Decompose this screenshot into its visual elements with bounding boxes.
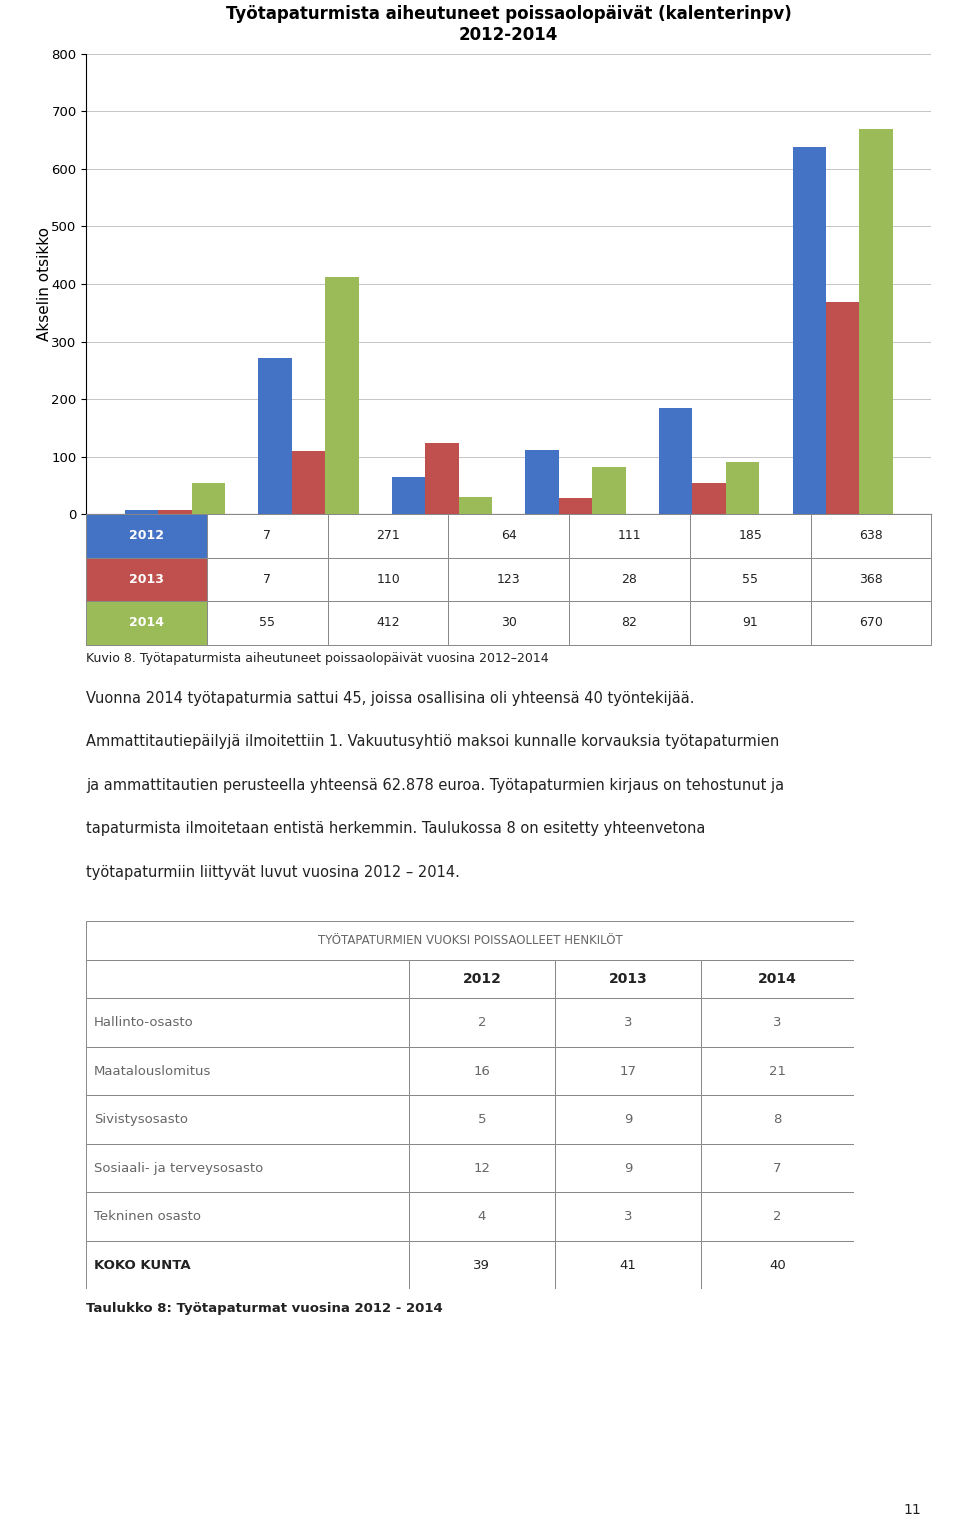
Text: 8: 8 [774,1113,781,1127]
Bar [125,510,158,514]
Text: Kuvio 8. Työtapaturmista aiheutuneet poissaolopäivät vuosina 2012–2014: Kuvio 8. Työtapaturmista aiheutuneet poi… [86,652,549,665]
Text: 2014: 2014 [758,972,797,985]
Bar [258,358,292,514]
Bar [701,1144,854,1193]
Bar [158,510,192,514]
Text: ja ammattitautien perusteella yhteensä 62.878 euroa. Työtapaturmien kirjaus on t: ja ammattitautien perusteella yhteensä 6… [86,778,784,792]
Bar [459,497,492,514]
Bar [555,959,701,998]
Text: 2012: 2012 [463,972,501,985]
Bar [409,959,555,998]
Bar [86,998,409,1047]
Text: 2013: 2013 [609,972,647,985]
Text: 3: 3 [774,1016,781,1028]
Bar [555,1047,701,1096]
Bar [86,959,409,998]
Bar [726,462,759,514]
Bar [409,998,555,1047]
Bar [409,1047,555,1096]
Bar [555,1240,701,1289]
Text: TYÖTAPATURMIEN VUOKSI POISSAOLLEET HENKILÖT: TYÖTAPATURMIEN VUOKSI POISSAOLLEET HENKI… [318,933,623,947]
Bar [409,1096,555,1144]
Bar [701,1240,854,1289]
Bar [192,482,225,514]
Bar [701,1193,854,1240]
Text: 21: 21 [769,1065,786,1078]
Bar [701,1096,854,1144]
Text: Maatalouslomitus: Maatalouslomitus [94,1065,211,1078]
Title: Työtapaturmista aiheutuneet poissaolopäivät (kalenterinpv)
2012-2014: Työtapaturmista aiheutuneet poissaolopäi… [226,5,792,45]
Bar [555,1096,701,1144]
Text: 3: 3 [624,1016,632,1028]
Text: 3: 3 [624,1210,632,1223]
Bar [555,1144,701,1193]
Bar [555,1193,701,1240]
Bar [826,302,859,514]
Text: 39: 39 [473,1259,491,1271]
Text: 2: 2 [478,1016,486,1028]
Bar [86,1240,409,1289]
Text: 7: 7 [774,1162,781,1174]
Text: Taulukko 8: Työtapaturmat vuosina 2012 - 2014: Taulukko 8: Työtapaturmat vuosina 2012 -… [86,1302,444,1314]
Bar [525,450,559,514]
Bar [660,408,692,514]
Bar [86,1193,409,1240]
Bar [325,276,358,514]
Text: KOKO KUNTA: KOKO KUNTA [94,1259,191,1271]
Bar [409,1193,555,1240]
Text: Sosiaali- ja terveysosasto: Sosiaali- ja terveysosasto [94,1162,263,1174]
Bar [86,1144,409,1193]
Text: 5: 5 [478,1113,486,1127]
Bar [555,998,701,1047]
Text: 41: 41 [619,1259,636,1271]
Text: 16: 16 [473,1065,491,1078]
Text: 12: 12 [473,1162,491,1174]
Bar [392,477,425,514]
Text: Tekninen osasto: Tekninen osasto [94,1210,201,1223]
Text: Ammattitautiepäilyjä ilmoitettiin 1. Vakuutusyhtiö maksoi kunnalle korvauksia ty: Ammattitautiepäilyjä ilmoitettiin 1. Vak… [86,734,780,749]
Text: 9: 9 [624,1113,632,1127]
Bar [701,998,854,1047]
Bar [701,1047,854,1096]
Text: tapaturmista ilmoitetaan entistä herkemmin. Taulukossa 8 on esitetty yhteenveton: tapaturmista ilmoitetaan entistä herkemm… [86,821,706,837]
Text: 40: 40 [769,1259,786,1271]
Bar [559,497,592,514]
Y-axis label: Akselin otsikko: Akselin otsikko [37,227,52,341]
Bar [86,921,854,959]
Bar [701,959,854,998]
Text: 9: 9 [624,1162,632,1174]
Bar [793,147,826,514]
Text: 11: 11 [904,1503,922,1517]
Bar [859,129,893,514]
Bar [292,451,325,514]
Text: 4: 4 [478,1210,486,1223]
Text: 17: 17 [619,1065,636,1078]
Text: 2: 2 [774,1210,781,1223]
Bar [425,444,459,514]
Text: Hallinto-osasto: Hallinto-osasto [94,1016,194,1028]
Text: Vuonna 2014 työtapaturmia sattui 45, joissa osallisina oli yhteensä 40 työntekij: Vuonna 2014 työtapaturmia sattui 45, joi… [86,691,695,706]
Text: Sivistysosasto: Sivistysosasto [94,1113,188,1127]
Bar [692,482,726,514]
Text: työtapaturmiin liittyvät luvut vuosina 2012 – 2014.: työtapaturmiin liittyvät luvut vuosina 2… [86,864,460,880]
Bar [592,467,626,514]
Bar [409,1144,555,1193]
Bar [86,1047,409,1096]
Bar [409,1240,555,1289]
Bar [86,1096,409,1144]
